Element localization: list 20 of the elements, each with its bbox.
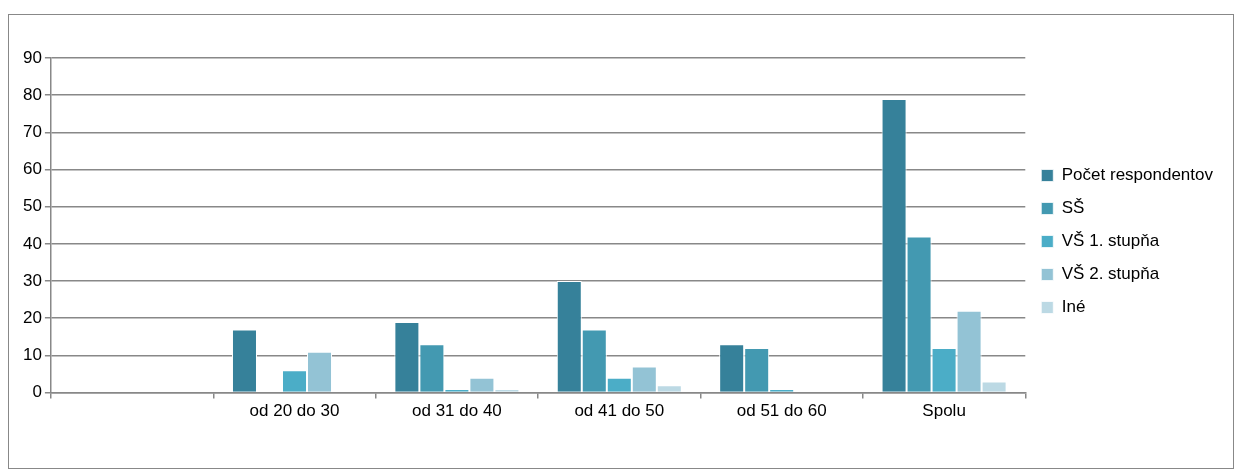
y-tick-label: 80: [22, 84, 42, 104]
legend-label: Počet respondentov: [1061, 165, 1214, 185]
x-tick-label: od 31 do 40: [411, 401, 502, 421]
x-tick-label: od 41 do 50: [574, 401, 665, 421]
legend-label: Iné: [1061, 297, 1086, 317]
legend-label: VŠ 1. stupňa: [1061, 231, 1160, 251]
y-tick-label: 30: [22, 270, 42, 290]
y-tick-label: 40: [22, 233, 42, 253]
x-tick-label: od 51 do 60: [736, 401, 827, 421]
y-tick-label: 20: [22, 307, 42, 327]
y-tick-label: 50: [22, 196, 42, 216]
x-tick-label: Spolu: [922, 401, 966, 421]
y-tick-label: 70: [22, 122, 42, 142]
legend-label: VŠ 2. stupňa: [1061, 264, 1160, 284]
y-tick-label: 10: [22, 345, 42, 365]
y-tick-label: 0: [32, 382, 42, 402]
x-tick-label: od 20 do 30: [249, 401, 340, 421]
y-tick-label: 60: [22, 159, 42, 179]
y-tick-label: 90: [22, 47, 42, 67]
legend-label: SŠ: [1061, 198, 1085, 218]
